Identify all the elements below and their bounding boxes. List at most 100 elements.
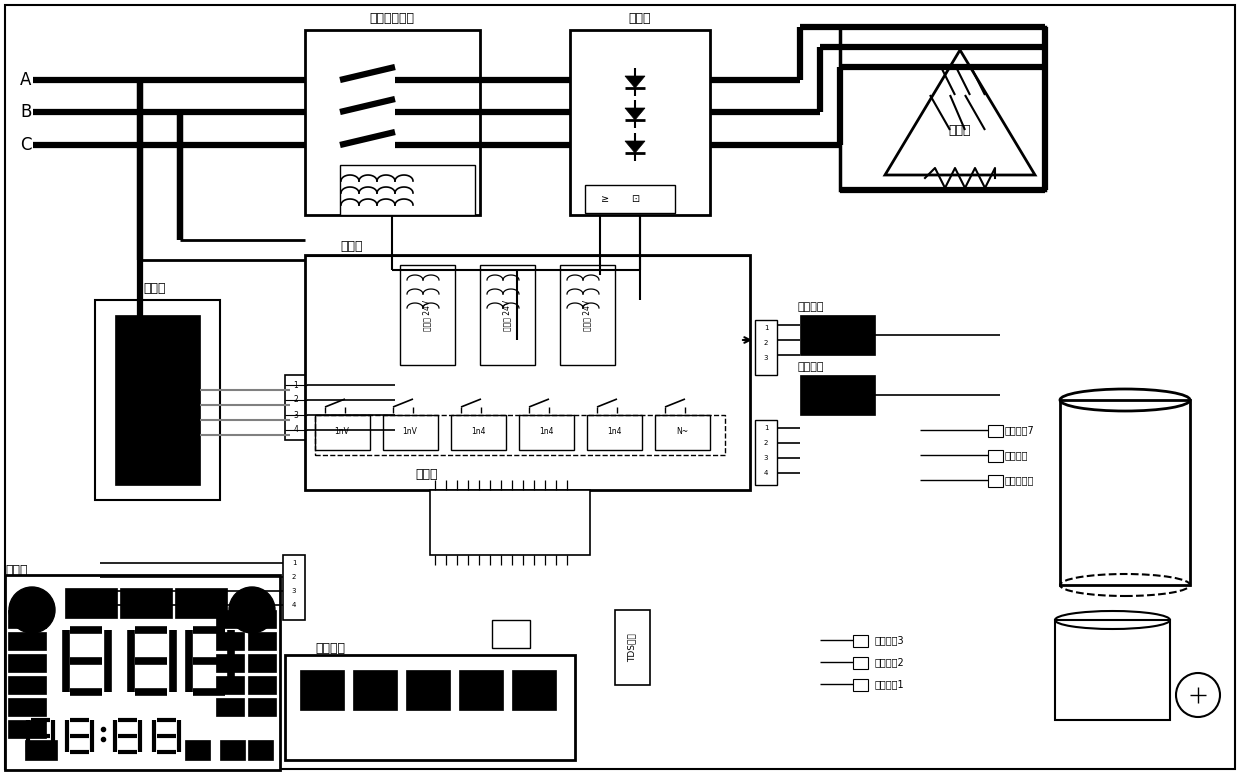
- Circle shape: [9, 587, 55, 633]
- Bar: [315, 415, 370, 450]
- Bar: [7, 632, 46, 650]
- Text: 1n4: 1n4: [471, 427, 485, 437]
- Text: 1n4: 1n4: [606, 427, 621, 437]
- Text: 1: 1: [764, 325, 769, 331]
- Text: 显示板: 显示板: [5, 563, 27, 577]
- Bar: [216, 632, 244, 650]
- Bar: [570, 30, 711, 215]
- Text: 3: 3: [764, 455, 769, 461]
- Bar: [755, 320, 777, 375]
- Bar: [7, 698, 46, 716]
- Bar: [988, 475, 1003, 487]
- Text: ≥: ≥: [601, 194, 609, 204]
- Bar: [285, 375, 308, 440]
- Bar: [340, 165, 475, 215]
- Text: TDS接口: TDS接口: [627, 634, 636, 663]
- Bar: [615, 610, 650, 685]
- Text: 电热管: 电热管: [949, 124, 971, 136]
- Text: 1: 1: [291, 560, 296, 566]
- Polygon shape: [625, 76, 645, 88]
- Text: 水位探醈2: 水位探醈2: [875, 657, 905, 667]
- Polygon shape: [625, 141, 645, 153]
- Bar: [800, 375, 875, 415]
- Text: 2: 2: [291, 574, 296, 580]
- Text: 1nV: 1nV: [335, 427, 350, 437]
- Bar: [7, 654, 46, 672]
- Bar: [560, 265, 615, 365]
- Text: 4: 4: [764, 470, 769, 476]
- Text: 电磁阀 24V: 电磁阀 24V: [583, 300, 591, 330]
- Bar: [283, 555, 305, 620]
- Bar: [285, 655, 575, 760]
- Text: 2: 2: [764, 340, 769, 346]
- Bar: [401, 265, 455, 365]
- Bar: [587, 415, 642, 450]
- Bar: [512, 670, 556, 710]
- Text: 4: 4: [294, 426, 299, 434]
- Bar: [248, 676, 277, 694]
- Text: 水位探醈3: 水位探醈3: [875, 635, 905, 645]
- Text: 4: 4: [291, 602, 296, 608]
- Bar: [305, 30, 480, 215]
- Bar: [988, 450, 1003, 462]
- Bar: [248, 740, 273, 760]
- Text: ⊡: ⊡: [631, 194, 639, 204]
- Text: 水位探醈1: 水位探醈1: [875, 679, 905, 689]
- Bar: [988, 425, 1003, 437]
- Text: 手动开关: 手动开关: [797, 302, 823, 312]
- Text: 1: 1: [764, 425, 769, 431]
- Text: 1: 1: [294, 381, 299, 389]
- Bar: [459, 670, 503, 710]
- Text: 3: 3: [764, 355, 769, 361]
- Text: 进水阀 24V: 进水阀 24V: [423, 300, 432, 330]
- Bar: [492, 620, 529, 648]
- Text: 大电流继电器: 大电流继电器: [370, 12, 414, 25]
- Bar: [451, 415, 506, 450]
- Bar: [5, 575, 280, 770]
- Text: 3: 3: [291, 588, 296, 594]
- Bar: [305, 255, 750, 490]
- Text: 变压器: 变压器: [144, 282, 166, 294]
- Text: 操作面板: 操作面板: [315, 642, 345, 655]
- Bar: [248, 654, 277, 672]
- Bar: [216, 654, 244, 672]
- Bar: [755, 420, 777, 485]
- Bar: [430, 490, 590, 555]
- Bar: [7, 720, 46, 738]
- Text: 水位探醈7: 水位探醈7: [1004, 425, 1034, 435]
- Bar: [7, 676, 46, 694]
- Polygon shape: [625, 108, 645, 120]
- Bar: [216, 676, 244, 694]
- Bar: [585, 185, 675, 213]
- Bar: [248, 610, 277, 628]
- Bar: [520, 415, 574, 450]
- Bar: [185, 740, 210, 760]
- Bar: [95, 300, 219, 500]
- Bar: [64, 588, 117, 618]
- Text: 1nV: 1nV: [403, 427, 418, 437]
- Bar: [383, 415, 438, 450]
- Bar: [115, 315, 200, 485]
- Text: 电磁阀 24V: 电磁阀 24V: [502, 300, 511, 330]
- Bar: [248, 632, 277, 650]
- Bar: [7, 610, 46, 628]
- Bar: [1060, 400, 1190, 585]
- Text: 主控板: 主控板: [340, 239, 362, 252]
- Bar: [655, 415, 711, 450]
- Text: 3: 3: [294, 410, 299, 420]
- Bar: [839, 27, 1045, 190]
- Bar: [353, 670, 397, 710]
- Bar: [216, 698, 244, 716]
- Bar: [480, 265, 534, 365]
- Bar: [216, 610, 244, 628]
- Text: 温度传感器: 温度传感器: [1004, 475, 1034, 485]
- Bar: [853, 679, 868, 691]
- Text: B: B: [20, 103, 31, 121]
- Text: 处理器: 处理器: [415, 468, 438, 481]
- Text: 手动开关: 手动开关: [797, 362, 823, 372]
- Bar: [853, 635, 868, 647]
- Text: 2: 2: [294, 396, 299, 405]
- Bar: [175, 588, 227, 618]
- Text: N~: N~: [676, 427, 688, 437]
- Text: 可控硅: 可控硅: [629, 12, 651, 25]
